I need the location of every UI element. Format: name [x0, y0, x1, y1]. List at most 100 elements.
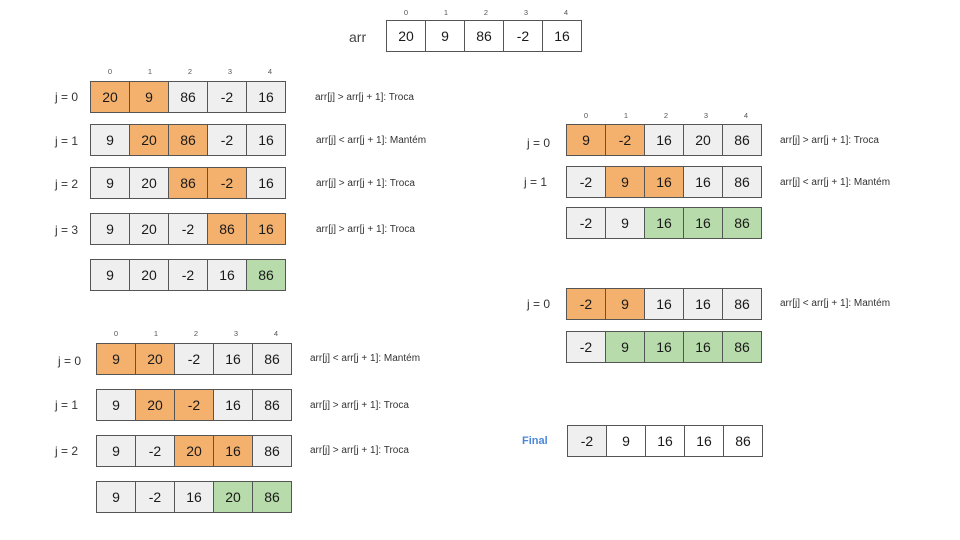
- array-cell: 9: [605, 288, 645, 320]
- step-note: arr[j] > arr[j + 1]: Troca: [315, 92, 414, 103]
- array-cell: 16: [645, 425, 685, 457]
- array-cell: 9: [605, 331, 645, 363]
- array-cell: -2: [503, 20, 543, 52]
- pass1-row-2: 9 20 86 -2 16: [90, 167, 286, 199]
- array-cell: 20: [135, 389, 175, 421]
- array-cell: 9: [96, 343, 136, 375]
- array-cell: 9: [90, 213, 130, 245]
- index-label: 0: [113, 329, 119, 338]
- array-cell: -2: [566, 288, 606, 320]
- array-cell: 86: [464, 20, 504, 52]
- array-cell: 86: [168, 124, 208, 156]
- array-cell: 9: [605, 207, 645, 239]
- j-label: j = 0: [527, 136, 551, 150]
- array-cell: 9: [606, 425, 646, 457]
- array-cell: -2: [207, 81, 247, 113]
- array-cell: 86: [722, 288, 762, 320]
- array-cell: -2: [135, 481, 175, 513]
- step-note: arr[j] < arr[j + 1]: Mantém: [780, 177, 891, 188]
- index-label: 1: [623, 111, 629, 120]
- array-cell: -2: [168, 213, 208, 245]
- array-cell: 16: [542, 20, 582, 52]
- array-cell: 86: [168, 167, 208, 199]
- j-label: j = 0: [58, 354, 82, 368]
- index-label: 1: [153, 329, 159, 338]
- j-label: j = 1: [55, 134, 79, 148]
- pass1-row-0: 20 9 86 -2 16: [90, 81, 286, 113]
- pass1-row-3: 9 20 -2 86 16: [90, 213, 286, 245]
- index-label: 3: [233, 329, 239, 338]
- index-label: 4: [267, 67, 273, 76]
- array-cell: 20: [174, 435, 214, 467]
- array-cell: -2: [567, 425, 607, 457]
- array-cell: 16: [213, 435, 253, 467]
- array-cell: -2: [605, 124, 645, 156]
- array-cell: 86: [722, 124, 762, 156]
- array-cell: 16: [174, 481, 214, 513]
- array-cell: 16: [683, 207, 723, 239]
- array-cell: -2: [566, 166, 606, 198]
- array-cell: 86: [252, 481, 292, 513]
- step-note: arr[j] > arr[j + 1]: Troca: [310, 400, 409, 411]
- array-cell: 86: [252, 435, 292, 467]
- index-label: 3: [523, 8, 529, 17]
- index-label: 2: [187, 67, 193, 76]
- array-cell: 16: [213, 389, 253, 421]
- pass2-row-2: 9 -2 20 16 86: [96, 435, 292, 467]
- array-cell: 9: [90, 124, 130, 156]
- array-cell: 16: [644, 288, 684, 320]
- index-label: 3: [227, 67, 233, 76]
- array-cell: -2: [566, 331, 606, 363]
- array-cell: 16: [683, 288, 723, 320]
- header-array: 20 9 86 -2 16: [386, 20, 582, 52]
- array-cell: -2: [174, 389, 214, 421]
- array-cell: 86: [723, 425, 763, 457]
- array-cell: 86: [168, 81, 208, 113]
- pass2-row-1: 9 20 -2 16 86: [96, 389, 292, 421]
- array-cell: 9: [90, 259, 130, 291]
- array-cell: 20: [129, 259, 169, 291]
- array-cell: 16: [644, 166, 684, 198]
- pass4-row-0: -2 9 16 16 86: [566, 288, 762, 320]
- j-label: j = 3: [55, 223, 79, 237]
- array-cell: 16: [246, 167, 286, 199]
- array-cell: -2: [135, 435, 175, 467]
- array-cell: 16: [683, 166, 723, 198]
- pass3-index-row: 0 1 2 3 4: [566, 111, 766, 123]
- pass2-index-row: 0 1 2 3 4: [96, 329, 296, 341]
- array-cell: 20: [683, 124, 723, 156]
- final-array: -2 9 16 16 86: [567, 425, 763, 457]
- index-label: 4: [563, 8, 569, 17]
- step-note: arr[j] > arr[j + 1]: Troca: [310, 445, 409, 456]
- arr-label: arr: [349, 29, 367, 45]
- pass1-result: 9 20 -2 16 86: [90, 259, 286, 291]
- step-note: arr[j] > arr[j + 1]: Troca: [316, 224, 415, 235]
- array-cell: 9: [129, 81, 169, 113]
- array-cell: 9: [96, 435, 136, 467]
- array-cell: 9: [96, 389, 136, 421]
- step-note: arr[j] < arr[j + 1]: Mantém: [310, 353, 421, 364]
- array-cell: 16: [213, 343, 253, 375]
- array-cell: -2: [207, 167, 247, 199]
- array-cell: -2: [566, 207, 606, 239]
- j-label: j = 1: [524, 175, 548, 189]
- array-cell: 16: [246, 124, 286, 156]
- index-label: 0: [403, 8, 409, 17]
- array-cell: 86: [252, 343, 292, 375]
- array-cell: 20: [129, 167, 169, 199]
- pass1-index-row: 0 1 2 3 4: [90, 67, 290, 79]
- array-cell: 20: [129, 124, 169, 156]
- array-cell: 16: [644, 331, 684, 363]
- array-cell: 86: [722, 166, 762, 198]
- j-label: j = 0: [55, 90, 79, 104]
- array-cell: 20: [386, 20, 426, 52]
- array-cell: -2: [174, 343, 214, 375]
- index-label: 1: [443, 8, 449, 17]
- array-cell: 9: [96, 481, 136, 513]
- array-cell: 9: [90, 167, 130, 199]
- array-cell: 16: [246, 81, 286, 113]
- array-cell: 20: [135, 343, 175, 375]
- index-label: 3: [703, 111, 709, 120]
- array-cell: 20: [90, 81, 130, 113]
- array-cell: 16: [684, 425, 724, 457]
